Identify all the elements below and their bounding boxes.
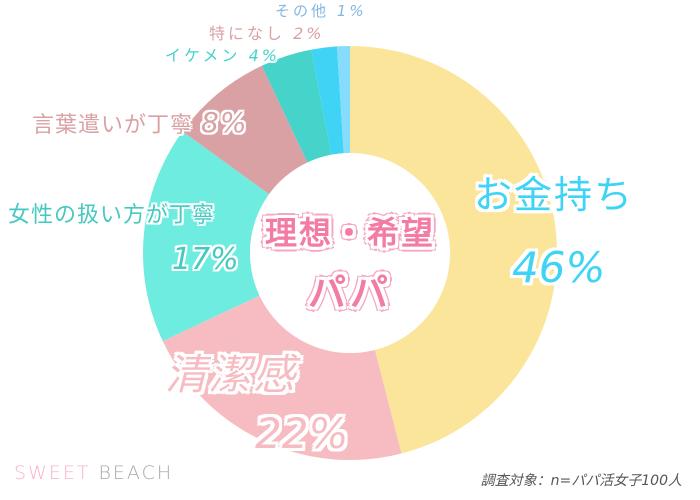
pct-kotoba: 8% (201, 106, 248, 139)
label-okanemochi: お金持ち (474, 176, 634, 214)
logo-sweet: SWEET (14, 462, 91, 484)
label-josei-name: 女性の扱い方が丁寧 (8, 203, 216, 228)
label-seiketsukan: 清潔感 (165, 354, 297, 396)
pct-sonota: 1% (336, 2, 367, 20)
pct-tokuninashi: 2% (293, 24, 325, 43)
label-kotoba: 言葉遣いが丁寧 8% (32, 109, 247, 137)
donut-slice-7 (337, 46, 350, 154)
chart-title-line2: パパ (307, 271, 392, 315)
pct-josei: 17% (172, 242, 239, 277)
label-seiketsukan-name: 清潔感 (165, 350, 298, 399)
label-okanemochi-pct: 46% (512, 247, 605, 289)
chart-title-line1: 理想・希望 (264, 214, 435, 252)
survey-source-note: 調査対象：n=パパ活女子100人 (480, 473, 682, 489)
label-sonota: その他 1% (275, 4, 367, 19)
pct-okanemochi: 46% (512, 243, 606, 292)
donut-slice-2 (162, 295, 402, 460)
donut-slice-5 (261, 49, 332, 163)
pct-ikemen: 4% (248, 46, 281, 65)
donut-slice-1 (350, 46, 557, 454)
label-ikemen: イケメン 4% (165, 48, 280, 64)
label-josei: 女性の扱い方が丁寧 (8, 205, 215, 227)
brand-logo: SWEET BEACH (14, 462, 173, 484)
label-tokuninashi-name: 特になし (209, 24, 286, 43)
donut-slice-6 (311, 46, 344, 155)
donut-slice-4 (182, 65, 308, 195)
donut-slice-3 (143, 131, 270, 342)
label-okanemochi-name: お金持ち (474, 173, 635, 217)
label-tokuninashi: 特になし 2% (209, 26, 325, 42)
label-seiketsukan-pct: 22% (255, 413, 348, 455)
label-ikemen-name: イケメン (165, 46, 241, 65)
label-sonota-name: その他 (275, 2, 330, 20)
label-josei-pct: 17% (172, 245, 239, 275)
pct-seiketsukan: 22% (255, 409, 349, 458)
donut-hole (250, 153, 450, 353)
logo-beach: BEACH (98, 462, 174, 484)
label-kotoba-name: 言葉遣いが丁寧 (32, 113, 194, 138)
